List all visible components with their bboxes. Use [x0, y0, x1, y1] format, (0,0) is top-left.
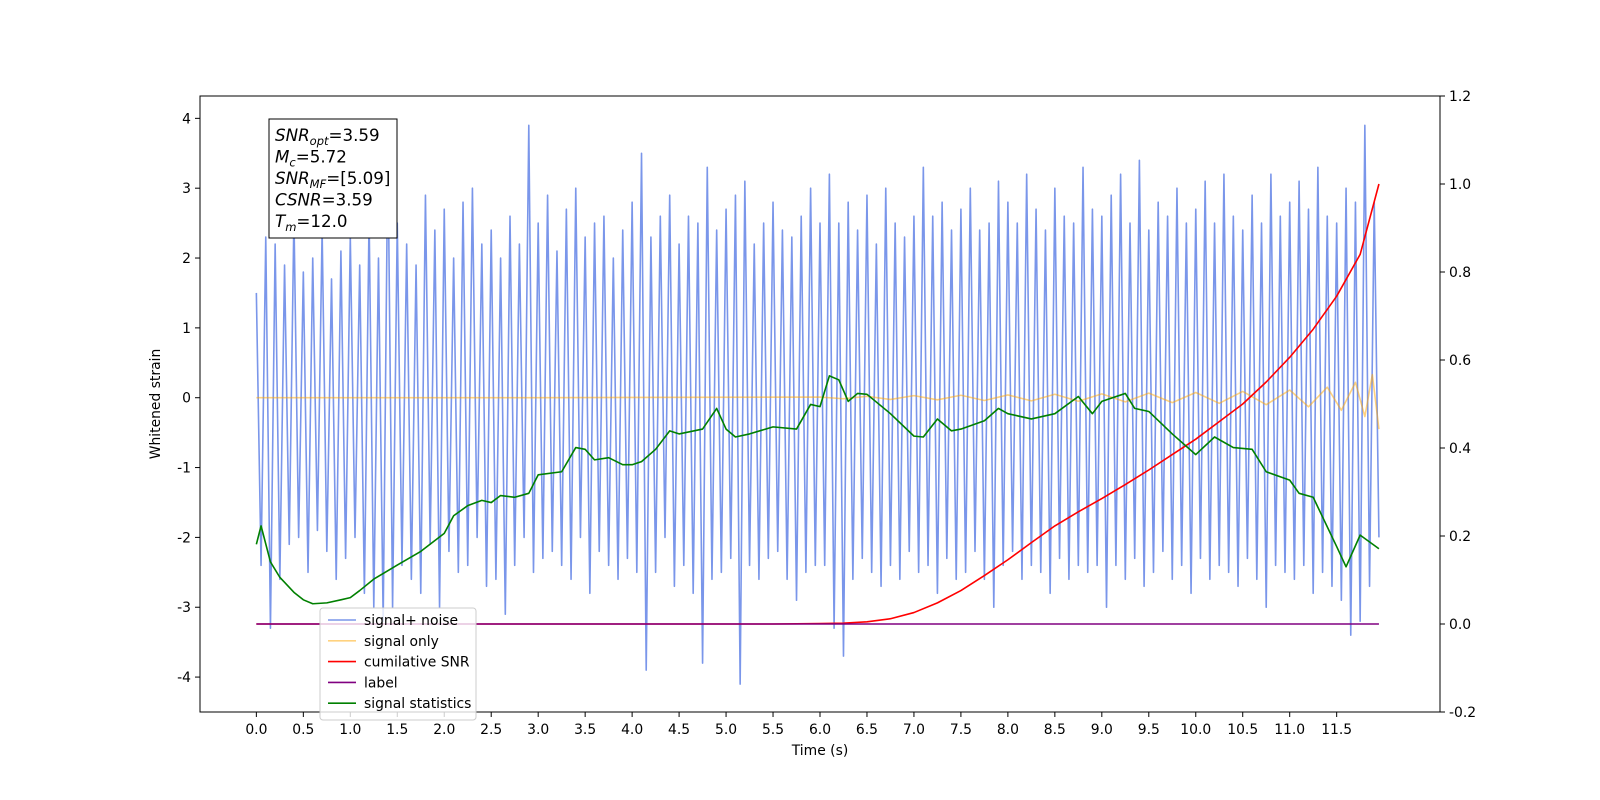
annotation-base: M: [275, 147, 289, 167]
annotation-line: Tm=12.0: [275, 211, 348, 234]
x-tick-label: 6.5: [856, 722, 878, 738]
y-tick-label: -4: [177, 670, 191, 686]
x-tick-label: 5.0: [715, 722, 737, 738]
x-tick-label: 8.5: [1044, 722, 1066, 738]
y-tick-label: 2: [182, 251, 191, 267]
y-tick-label: 4: [182, 111, 191, 127]
x-tick-label: 1.5: [386, 722, 408, 738]
y2-tick-label: 0.0: [1449, 617, 1471, 633]
annotation-rest: =3.59: [322, 190, 373, 210]
x-axis-label: Time (s): [791, 743, 849, 759]
y2-tick-label: 0.2: [1449, 529, 1471, 545]
y-tick-label: 0: [182, 391, 191, 407]
x-tick-label: 8.0: [997, 722, 1019, 738]
y2-tick-label: 0.8: [1449, 265, 1471, 281]
annotation-box: SNRopt=3.59Mc=5.72SNRMF=[5.09]CSNR=3.59T…: [268, 118, 398, 239]
y2-tick-label: 0.6: [1449, 353, 1471, 369]
x-tick-label: 1.0: [339, 722, 361, 738]
annotation-base: CSNR: [275, 190, 322, 210]
series-line: [255, 375, 1380, 605]
legend: signal+ noise signal only cumilative SNR la…: [319, 607, 477, 721]
x-tick-label: 7.5: [950, 722, 972, 738]
annotation-rest: =3.59: [329, 125, 380, 145]
y2-tick-label: -0.2: [1449, 705, 1476, 721]
annotation-sub: opt: [310, 134, 329, 148]
x-tick-label: 4.0: [621, 722, 643, 738]
x-tick-label: 7.0: [903, 722, 925, 738]
annotation-line: SNRopt=3.59: [275, 125, 380, 148]
legend-label: label: [364, 675, 398, 691]
annotation-rest: =5.72: [296, 147, 347, 167]
y-tick-label: 1: [182, 321, 191, 337]
x-tick-label: 6.0: [809, 722, 831, 738]
series-line: [255, 124, 1380, 685]
x-tick-label: 0.5: [292, 722, 314, 738]
ticks: 0.0 0.5 1.0 1.5 2.0 2.5 3.0 3.5 4.0 4.5 5.0 5.5 6.0 6…: [177, 89, 1476, 738]
x-tick-label: 11.5: [1321, 722, 1352, 738]
x-tick-label: 9.0: [1091, 722, 1113, 738]
y-tick-label: 3: [182, 181, 191, 197]
x-tick-label: 4.5: [668, 722, 690, 738]
y2-tick-label: 0.4: [1449, 441, 1471, 457]
annotation-rest: =12.0: [296, 211, 347, 231]
y-tick-label: -3: [177, 600, 191, 616]
y-tick-label: -1: [177, 461, 191, 477]
x-tick-label: 9.5: [1138, 722, 1160, 738]
annotation-line: SNRMF=[5.09]: [275, 168, 390, 191]
y-tick-label: -2: [177, 530, 191, 546]
annotation-sub: m: [285, 220, 296, 234]
annotation-base: T: [275, 211, 287, 231]
annotation-base: SNR: [275, 125, 310, 145]
annotation-rest: =[5.09]: [326, 168, 390, 188]
x-tick-label: 2.5: [480, 722, 502, 738]
annotation-sub: MF: [310, 177, 327, 191]
y-axis-label: Whitened strain: [148, 349, 164, 460]
legend-frame: [319, 607, 477, 721]
x-tick-label: 3.0: [527, 722, 549, 738]
legend-label: signal+ noise: [364, 613, 458, 629]
legend-label: signal only: [364, 634, 439, 650]
x-tick-label: 10.0: [1180, 722, 1211, 738]
x-tick-label: 5.5: [762, 722, 784, 738]
legend-label: cumilative SNR: [364, 655, 470, 671]
x-tick-label: 2.0: [433, 722, 455, 738]
annotation-line: Mc=5.72: [275, 147, 347, 170]
y2-tick-label: 1.2: [1449, 89, 1471, 105]
x-tick-label: 10.5: [1227, 722, 1258, 738]
x-tick-label: 3.5: [574, 722, 596, 738]
series-line: [256, 183, 1380, 625]
annotation-line: CSNR=3.59: [275, 190, 373, 210]
annotation-sub: c: [289, 156, 296, 170]
annotation-frame: [268, 118, 398, 239]
legend-label: signal statistics: [364, 696, 471, 712]
annotation-base: SNR: [275, 168, 310, 188]
x-tick-label: 0.0: [245, 722, 267, 738]
x-tick-label: 11.0: [1274, 722, 1305, 738]
y2-tick-label: 1.0: [1449, 177, 1471, 193]
